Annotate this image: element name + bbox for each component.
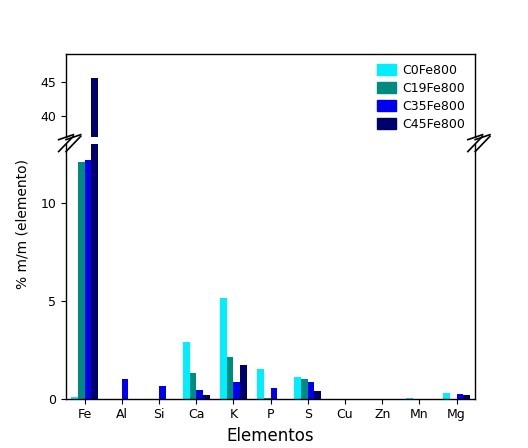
- Bar: [240, 383, 247, 394]
- Bar: [457, 394, 463, 399]
- Bar: [463, 395, 470, 399]
- Bar: [308, 382, 315, 399]
- Bar: [233, 382, 240, 399]
- Bar: [84, 159, 91, 399]
- Bar: [315, 391, 321, 399]
- Bar: [271, 391, 277, 394]
- Bar: [220, 358, 227, 394]
- Bar: [295, 387, 301, 394]
- Bar: [463, 393, 470, 394]
- Legend: C0Fe800, C19Fe800, C35Fe800, C45Fe800: C0Fe800, C19Fe800, C35Fe800, C45Fe800: [374, 60, 469, 134]
- Bar: [203, 395, 210, 399]
- Bar: [457, 392, 463, 394]
- Bar: [183, 374, 190, 394]
- Bar: [91, 0, 98, 399]
- Bar: [122, 388, 128, 394]
- Bar: [196, 390, 203, 399]
- Bar: [233, 388, 240, 394]
- Bar: [84, 310, 91, 394]
- Bar: [78, 162, 84, 399]
- Bar: [159, 390, 166, 394]
- Bar: [122, 379, 128, 399]
- Bar: [295, 377, 301, 399]
- Bar: [91, 78, 98, 394]
- Bar: [257, 369, 264, 399]
- Bar: [159, 386, 166, 399]
- X-axis label: Elementos: Elementos: [227, 427, 314, 445]
- Bar: [203, 393, 210, 394]
- Bar: [443, 393, 450, 399]
- Bar: [308, 388, 315, 394]
- Bar: [220, 298, 227, 399]
- Bar: [240, 366, 247, 399]
- Bar: [301, 388, 308, 394]
- Bar: [227, 357, 233, 399]
- Bar: [190, 373, 196, 399]
- Bar: [443, 392, 450, 394]
- Bar: [264, 398, 270, 399]
- Bar: [183, 342, 190, 399]
- Bar: [257, 384, 264, 394]
- Bar: [71, 397, 78, 399]
- Bar: [301, 379, 308, 399]
- Bar: [406, 398, 413, 399]
- Bar: [190, 385, 196, 394]
- Bar: [78, 310, 84, 394]
- Bar: [315, 392, 321, 394]
- Text: % m/m (elemento): % m/m (elemento): [16, 159, 30, 289]
- Bar: [227, 379, 233, 394]
- Bar: [271, 388, 277, 399]
- Bar: [196, 391, 203, 394]
